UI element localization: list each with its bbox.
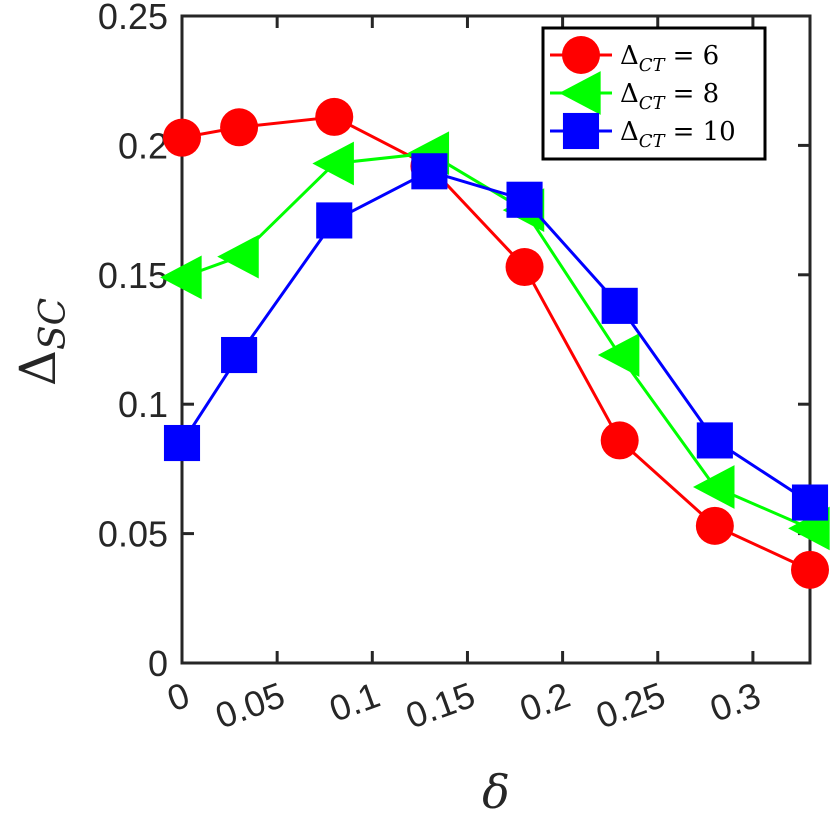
- data-point: [220, 108, 259, 147]
- data-point: [696, 422, 733, 459]
- data-point: [695, 506, 734, 545]
- series-line: [180, 169, 811, 504]
- data-point: [597, 333, 640, 377]
- series-0: [163, 97, 829, 589]
- plot-area: [160, 97, 830, 589]
- data-point: [163, 118, 201, 157]
- legend-label: ΔCT = 6: [620, 41, 719, 76]
- data-point: [411, 153, 448, 190]
- legend-value: = 8: [673, 79, 720, 109]
- series-line: [181, 151, 811, 530]
- y-axis-label-symbol: Δ: [9, 350, 67, 386]
- legend-label: ΔCT = 8: [620, 79, 719, 114]
- x-tick-label: 0.3: [705, 674, 766, 730]
- data-point: [221, 336, 258, 374]
- data-point: [505, 248, 544, 287]
- x-tick-label: 0.05: [210, 674, 290, 736]
- legend-value: = 10: [673, 117, 736, 147]
- data-point: [506, 181, 543, 218]
- data-point: [600, 421, 639, 460]
- series-1: [160, 131, 830, 551]
- series-2: [163, 153, 829, 521]
- y-tick-label: 0.1: [118, 384, 168, 425]
- y-tick-label: 0.05: [98, 514, 168, 555]
- data-point: [312, 141, 354, 186]
- data-point: [160, 255, 202, 300]
- legend-marker: [559, 71, 601, 115]
- y-tick-label: 0.15: [98, 255, 168, 296]
- legend-symbol: Δ: [620, 117, 639, 147]
- data-point: [791, 550, 829, 589]
- data-point: [692, 465, 735, 509]
- data-point: [217, 234, 259, 279]
- legend-marker: [562, 36, 600, 74]
- y-axis-label: ΔSC: [9, 298, 74, 386]
- x-tick-label: 0.15: [400, 674, 480, 736]
- legend-label: ΔCT = 10: [620, 117, 736, 152]
- legend-subscript: CT: [639, 93, 667, 114]
- y-axis-label-subscript: SC: [33, 298, 74, 350]
- x-tick-label: 0: [162, 674, 195, 719]
- data-point: [791, 484, 829, 521]
- legend-marker: [562, 112, 600, 150]
- legend-subscript: CT: [639, 131, 667, 152]
- x-tick-label: 0.2: [514, 674, 575, 730]
- series-line: [181, 115, 811, 572]
- legend-subscript: CT: [639, 55, 667, 76]
- legend-value: = 6: [673, 41, 720, 71]
- y-tick-label: 0.2: [118, 125, 168, 166]
- data-point: [315, 97, 354, 136]
- legend-symbol: Δ: [620, 41, 639, 71]
- y-tick-label: 0.25: [98, 0, 168, 37]
- plot-frame: [180, 14, 812, 665]
- x-axis-label: δ: [482, 765, 510, 819]
- x-tick-label: 0.25: [591, 674, 671, 736]
- data-point: [163, 424, 201, 462]
- legend-symbol: Δ: [620, 79, 639, 109]
- x-tick-label: 0.1: [324, 674, 385, 730]
- data-point: [601, 287, 638, 324]
- y-tick-label: 0: [148, 643, 168, 684]
- data-point: [316, 202, 353, 239]
